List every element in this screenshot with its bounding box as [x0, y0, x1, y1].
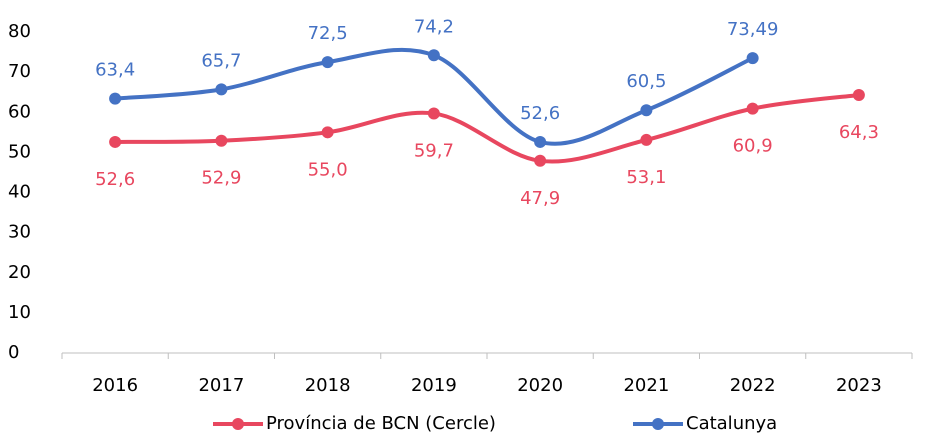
data-point: [640, 133, 653, 146]
data-point: [321, 56, 334, 69]
data-label: 52,6: [95, 169, 135, 190]
data-label: 60,9: [733, 136, 773, 157]
data-point: [215, 134, 228, 147]
data-label: 73,49: [727, 19, 779, 40]
x-tick-label: 2022: [730, 375, 776, 396]
x-tick-label: 2020: [517, 375, 563, 396]
data-point: [746, 52, 759, 65]
data-point: [109, 92, 122, 105]
y-tick-label: 0: [8, 342, 19, 363]
data-label: 59,7: [414, 140, 454, 161]
legend-label: Catalunya: [686, 413, 777, 434]
data-point: [746, 102, 759, 115]
data-label: 52,6: [520, 103, 560, 124]
data-point: [852, 88, 865, 101]
data-point: [109, 135, 122, 148]
data-label: 64,3: [839, 122, 879, 143]
legend-marker: [652, 418, 664, 430]
legend-marker: [232, 418, 244, 430]
x-tick-label: 2017: [198, 375, 244, 396]
y-tick-label: 40: [8, 182, 31, 203]
data-point: [321, 126, 334, 139]
x-tick-label: 2023: [836, 375, 882, 396]
x-tick-label: 2016: [92, 375, 138, 396]
data-point: [534, 135, 547, 148]
data-point: [427, 49, 440, 62]
data-point: [534, 154, 547, 167]
y-tick-label: 10: [8, 302, 31, 323]
data-label: 52,9: [201, 168, 241, 189]
y-tick-label: 50: [8, 141, 31, 162]
series-line: [113, 92, 861, 164]
y-tick-label: 30: [8, 222, 31, 243]
data-point: [215, 83, 228, 96]
data-label: 55,0: [308, 159, 348, 180]
y-tick-label: 20: [8, 262, 31, 283]
data-label: 47,9: [520, 188, 560, 209]
data-point: [427, 107, 440, 120]
x-tick-label: 2019: [411, 375, 457, 396]
data-label: 60,5: [626, 71, 666, 92]
data-label: 63,4: [95, 60, 135, 81]
legend-label: Província de BCN (Cercle): [266, 413, 496, 434]
x-tick-label: 2018: [305, 375, 351, 396]
data-label: 74,2: [414, 16, 454, 37]
y-tick-label: 80: [8, 21, 31, 42]
data-label: 53,1: [626, 167, 666, 188]
data-label: 65,7: [201, 50, 241, 71]
y-tick-label: 70: [8, 61, 31, 82]
data-label: 72,5: [308, 23, 348, 44]
x-tick-label: 2021: [623, 375, 669, 396]
y-tick-label: 60: [8, 101, 31, 122]
data-point: [640, 104, 653, 117]
